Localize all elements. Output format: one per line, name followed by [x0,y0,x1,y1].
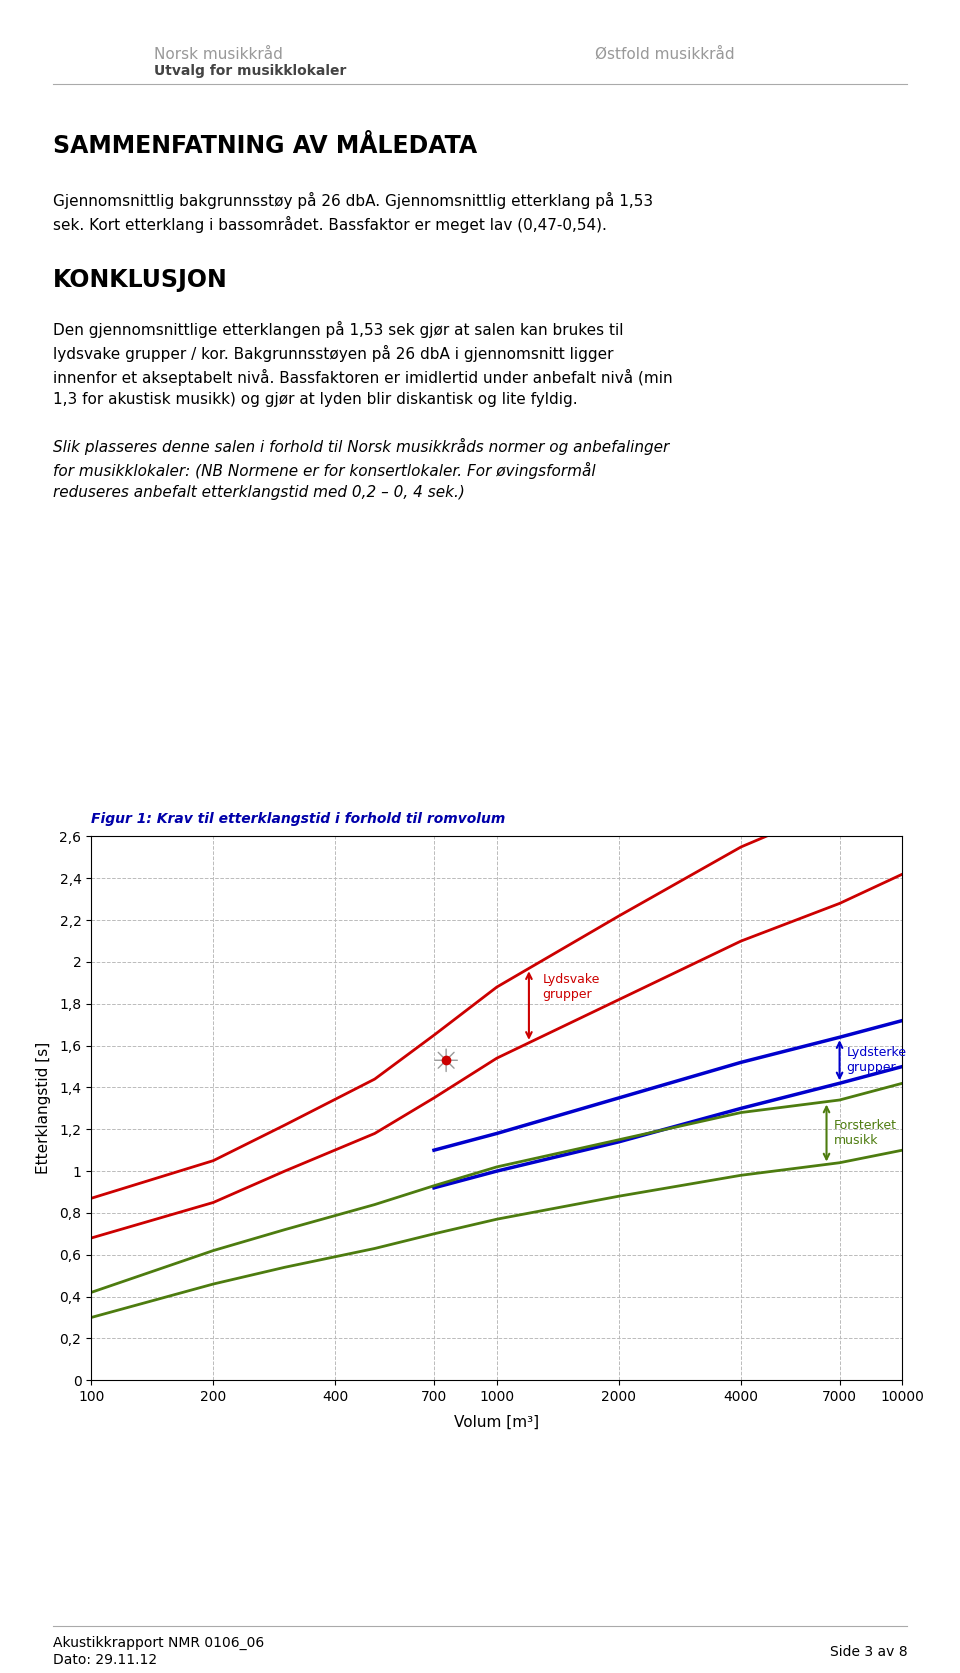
Y-axis label: Etterklangstid [s]: Etterklangstid [s] [36,1042,51,1174]
Text: Slik plasseres denne salen i forhold til Norsk musikkråds normer og anbefalinger: Slik plasseres denne salen i forhold til… [53,438,669,500]
Text: Gjennomsnittlig bakgrunnsstøy på 26 dbA. Gjennomsnittlig etterklang på 1,53
sek.: Gjennomsnittlig bakgrunnsstøy på 26 dbA.… [53,192,653,234]
Text: KONKLUSJON: KONKLUSJON [53,268,228,291]
Text: Norsk musikkråd: Norsk musikkråd [154,47,282,62]
Text: SAMMENFATNING AV MÅLEDATA: SAMMENFATNING AV MÅLEDATA [53,134,477,157]
Text: Figur 1: Krav til etterklangstid i forhold til romvolum: Figur 1: Krav til etterklangstid i forho… [91,811,506,826]
Text: Akustikkrapport NMR 0106_06: Akustikkrapport NMR 0106_06 [53,1636,264,1650]
Text: Østfold musikkråd: Østfold musikkråd [595,47,734,62]
Text: Lydsvake
grupper: Lydsvake grupper [542,974,600,1002]
X-axis label: Volum [m³]: Volum [m³] [454,1415,540,1430]
Text: Side 3 av 8: Side 3 av 8 [829,1645,907,1658]
Text: Den gjennomsnittlige etterklangen på 1,53 sek gjør at salen kan brukes til
lydsv: Den gjennomsnittlige etterklangen på 1,5… [53,321,672,407]
Text: Dato: 29.11.12: Dato: 29.11.12 [53,1653,156,1666]
Text: Forsterket
musikk: Forsterket musikk [833,1119,897,1148]
Text: Utvalg for musikklokaler: Utvalg for musikklokaler [154,64,346,77]
Text: Lydsterke
grupper: Lydsterke grupper [847,1046,906,1074]
